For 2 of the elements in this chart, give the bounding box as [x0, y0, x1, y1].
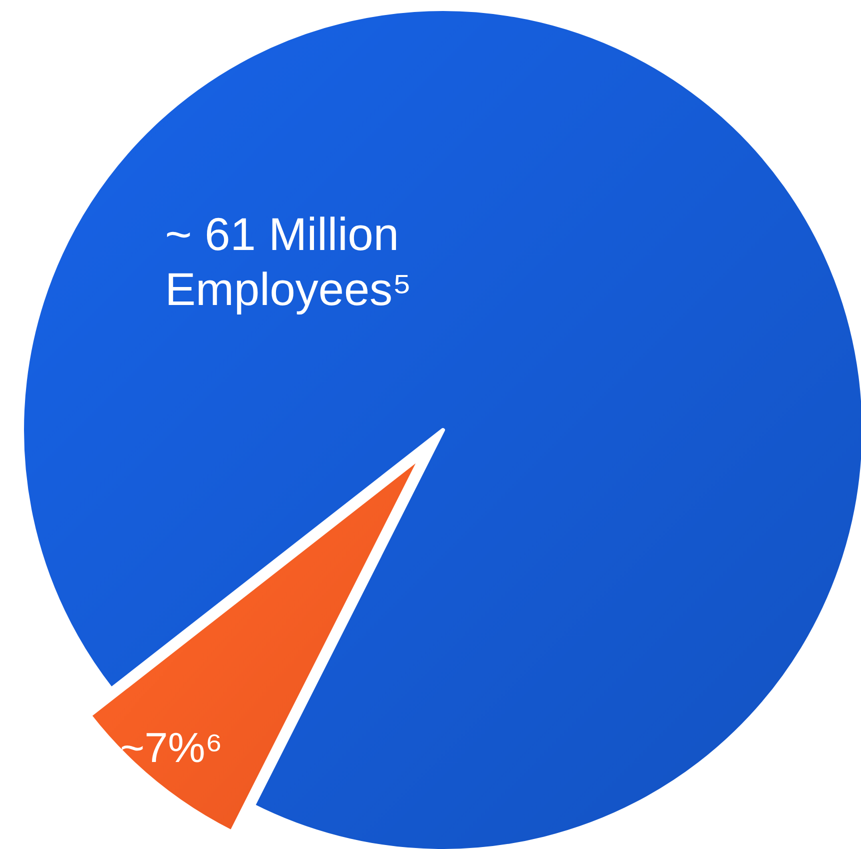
slice-label: ~ 61 Million Employees⁵: [165, 208, 412, 316]
slice-label: ~7%⁶: [120, 724, 223, 771]
